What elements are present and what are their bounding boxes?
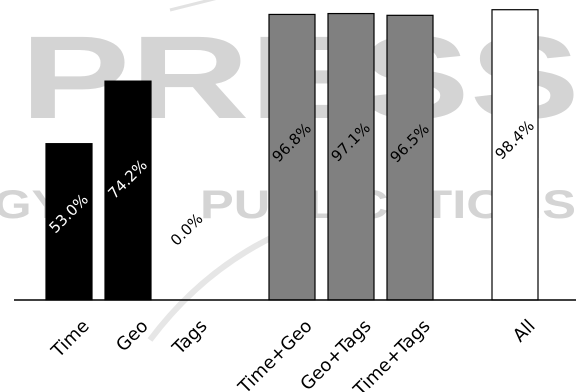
bar-geo-tags <box>327 12 375 301</box>
watermark-arc-line <box>169 0 217 12</box>
x-tick-label: Tags <box>168 316 212 360</box>
bar-geo <box>104 80 152 301</box>
bars <box>45 9 539 301</box>
bar-time-geo <box>268 13 316 301</box>
x-tick-label: Time <box>47 316 94 363</box>
bar-time-tags <box>386 14 434 301</box>
bar-all <box>491 9 539 301</box>
x-tick-label: Geo <box>112 316 152 356</box>
bar-time <box>45 143 93 301</box>
x-tick-label: All <box>509 316 540 347</box>
